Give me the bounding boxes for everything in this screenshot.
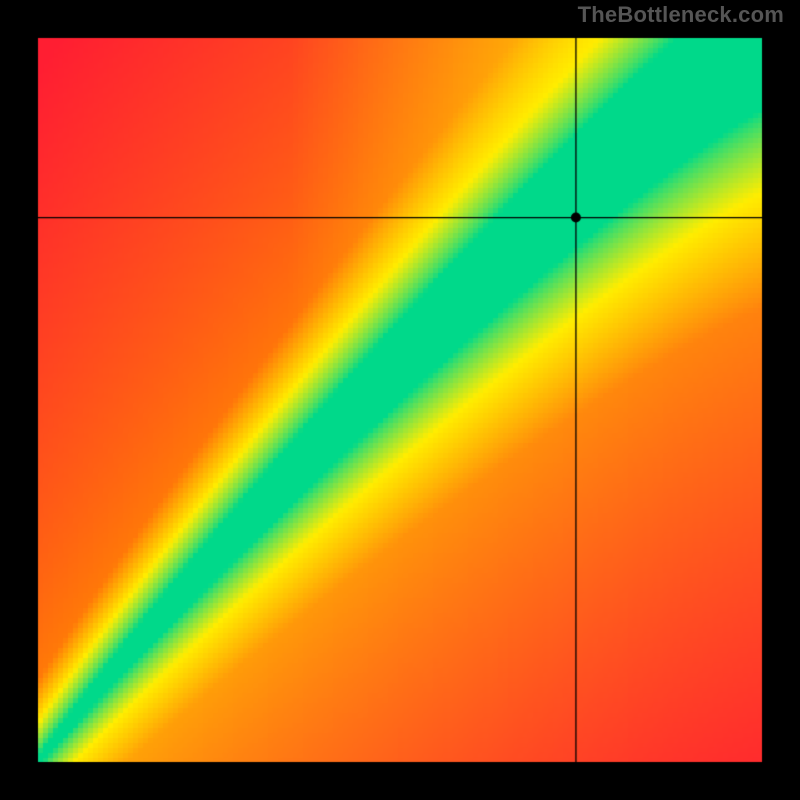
watermark-text: TheBottleneck.com [578,2,784,28]
chart-container: TheBottleneck.com [0,0,800,800]
heatmap-canvas [0,0,800,800]
